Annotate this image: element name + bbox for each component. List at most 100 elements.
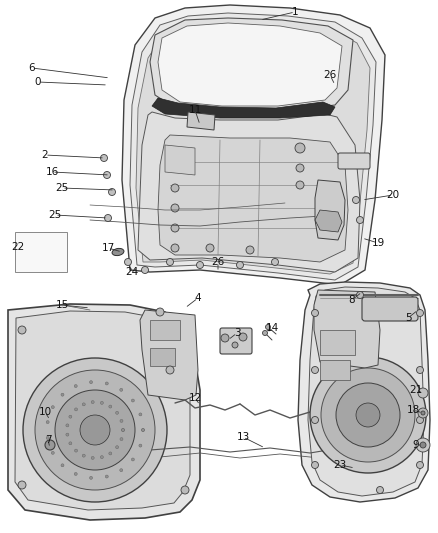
- Polygon shape: [15, 311, 190, 510]
- Circle shape: [265, 325, 271, 329]
- Circle shape: [311, 416, 318, 424]
- Text: 24: 24: [125, 267, 138, 277]
- Circle shape: [420, 442, 426, 448]
- Circle shape: [418, 408, 428, 418]
- Bar: [320, 360, 350, 380]
- Polygon shape: [187, 112, 215, 130]
- Circle shape: [89, 381, 92, 384]
- Circle shape: [141, 429, 145, 432]
- Circle shape: [51, 406, 54, 409]
- Circle shape: [156, 308, 164, 316]
- Circle shape: [109, 405, 112, 408]
- Circle shape: [237, 262, 244, 269]
- Circle shape: [100, 155, 107, 161]
- Polygon shape: [130, 13, 376, 280]
- Text: 3: 3: [234, 328, 240, 338]
- Text: 4: 4: [194, 293, 201, 303]
- Circle shape: [417, 310, 424, 317]
- Text: 11: 11: [188, 105, 201, 115]
- Circle shape: [141, 266, 148, 273]
- Text: 26: 26: [323, 70, 337, 80]
- Circle shape: [171, 204, 179, 212]
- Text: 10: 10: [39, 407, 52, 417]
- Circle shape: [295, 143, 305, 153]
- Circle shape: [311, 310, 318, 317]
- Circle shape: [221, 334, 229, 342]
- Polygon shape: [314, 290, 380, 368]
- Circle shape: [357, 216, 364, 223]
- Text: 0: 0: [35, 77, 41, 87]
- Text: 15: 15: [55, 300, 69, 310]
- Circle shape: [377, 487, 384, 494]
- Circle shape: [69, 415, 72, 418]
- Circle shape: [82, 403, 85, 406]
- Polygon shape: [136, 20, 370, 274]
- Circle shape: [46, 421, 49, 424]
- Text: 20: 20: [386, 190, 399, 200]
- Text: 2: 2: [42, 150, 48, 160]
- Circle shape: [171, 184, 179, 192]
- Bar: [320, 330, 355, 355]
- Text: 21: 21: [410, 385, 423, 395]
- Polygon shape: [158, 135, 348, 262]
- Text: 1: 1: [292, 7, 298, 17]
- Polygon shape: [165, 145, 195, 175]
- Text: 18: 18: [406, 405, 420, 415]
- Circle shape: [18, 326, 26, 334]
- Circle shape: [232, 342, 238, 348]
- Circle shape: [171, 224, 179, 232]
- Circle shape: [55, 390, 135, 470]
- Circle shape: [69, 442, 72, 445]
- Bar: [150, 320, 180, 340]
- Circle shape: [356, 403, 380, 427]
- Polygon shape: [315, 210, 342, 232]
- Circle shape: [91, 456, 94, 459]
- Circle shape: [120, 419, 123, 423]
- Polygon shape: [122, 5, 385, 285]
- Polygon shape: [298, 282, 430, 502]
- Circle shape: [74, 384, 77, 387]
- Text: 25: 25: [48, 210, 62, 220]
- Circle shape: [296, 164, 304, 172]
- Text: 25: 25: [55, 183, 69, 193]
- Text: 19: 19: [371, 238, 385, 248]
- Text: 12: 12: [188, 393, 201, 403]
- Text: 6: 6: [28, 63, 35, 73]
- Circle shape: [418, 388, 428, 398]
- Circle shape: [141, 429, 145, 432]
- Circle shape: [181, 486, 189, 494]
- Circle shape: [311, 462, 318, 469]
- Circle shape: [109, 452, 112, 455]
- Text: 8: 8: [349, 295, 355, 305]
- Circle shape: [66, 424, 69, 427]
- Circle shape: [131, 399, 134, 402]
- Circle shape: [353, 197, 360, 204]
- Text: 16: 16: [46, 167, 59, 177]
- Text: 13: 13: [237, 432, 250, 442]
- Circle shape: [61, 464, 64, 467]
- Circle shape: [421, 411, 425, 415]
- Circle shape: [417, 367, 424, 374]
- Circle shape: [61, 393, 64, 396]
- Circle shape: [120, 469, 123, 472]
- Polygon shape: [8, 304, 200, 520]
- Circle shape: [311, 367, 318, 374]
- Circle shape: [321, 368, 415, 462]
- Circle shape: [139, 413, 142, 416]
- Circle shape: [103, 172, 110, 179]
- Circle shape: [171, 244, 179, 252]
- Circle shape: [89, 477, 92, 479]
- Circle shape: [262, 330, 268, 335]
- Circle shape: [416, 438, 430, 452]
- Circle shape: [417, 416, 424, 424]
- Circle shape: [272, 259, 279, 265]
- Polygon shape: [140, 310, 198, 400]
- Circle shape: [124, 259, 131, 265]
- Circle shape: [120, 438, 123, 441]
- Circle shape: [105, 382, 108, 385]
- Circle shape: [336, 383, 400, 447]
- Ellipse shape: [112, 248, 124, 256]
- Circle shape: [170, 162, 180, 172]
- Circle shape: [109, 189, 116, 196]
- Text: 14: 14: [265, 323, 279, 333]
